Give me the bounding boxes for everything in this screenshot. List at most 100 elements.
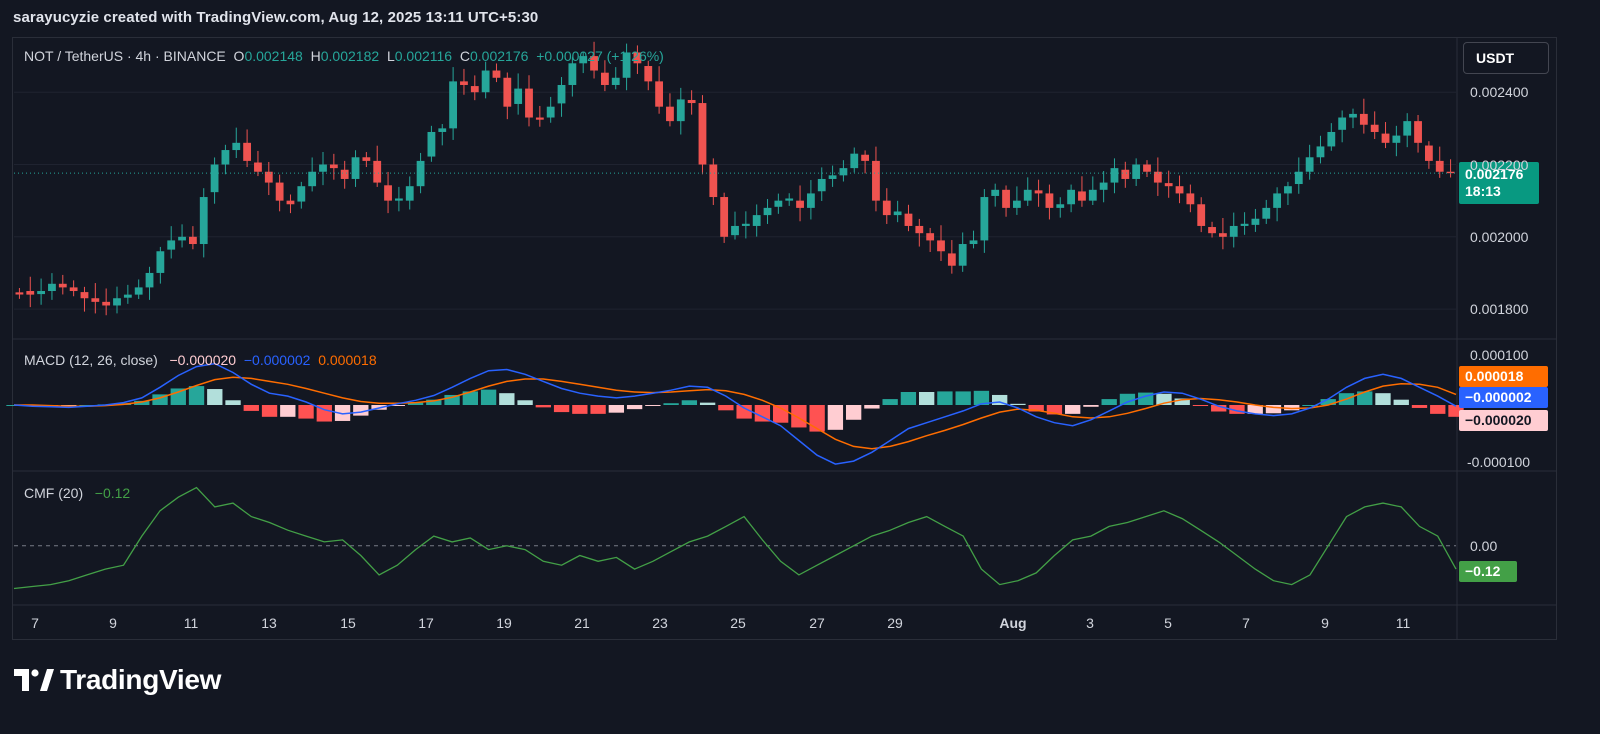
macd-histogram-bar (572, 405, 588, 414)
date-tick-label: 13 (261, 615, 277, 631)
candle-up (481, 70, 490, 93)
candle-down (26, 291, 35, 295)
candle-up (449, 81, 458, 129)
candle-down (1446, 171, 1455, 174)
candle-up (806, 193, 815, 208)
candle-down (58, 283, 67, 288)
candle-up (1284, 186, 1292, 194)
attribution-text: sarayucyzie created with TradingView.com… (13, 9, 539, 26)
candle-up (676, 99, 685, 122)
candle-up (308, 171, 317, 187)
macd-histogram-bar (645, 405, 661, 406)
price-tick-label: 0.002200 (1470, 156, 1529, 173)
candle-up (980, 197, 989, 241)
candle-down (254, 162, 262, 172)
date-tick-label: 17 (418, 615, 434, 631)
high-key: H (310, 48, 321, 64)
candle-up (579, 56, 588, 64)
macd-histogram-bar (1065, 405, 1081, 414)
macd-histogram-bar (280, 405, 296, 417)
logo-text: TradingView (60, 664, 222, 695)
candle-down (709, 164, 718, 198)
tradingview-logo[interactable]: TradingView (14, 664, 221, 696)
macd-histogram-bar (480, 389, 497, 405)
candle-up (557, 84, 566, 104)
candle-up (232, 142, 241, 151)
cmf-value: −0.12 (94, 485, 131, 501)
macd-histogram-bar (1192, 405, 1209, 406)
candle-up (611, 77, 620, 85)
candle-down (1381, 133, 1390, 143)
last-price-tag: 0.002176 18:13 (1459, 162, 1539, 205)
candle-down (1370, 124, 1379, 132)
candle-up (1316, 146, 1325, 158)
cmf-title[interactable]: CMF (20) (24, 485, 84, 501)
low-value: 0.002116 (394, 48, 453, 64)
candle-up (622, 52, 631, 78)
last-price-value: 0.002176 (1465, 166, 1524, 183)
candle-up (1338, 117, 1347, 130)
candle-up (1099, 182, 1108, 190)
candle-up (1240, 223, 1249, 226)
candle-down (655, 81, 664, 107)
macd-histogram-bar (1430, 405, 1446, 414)
candle-up (839, 168, 848, 176)
macd-histogram-bar (809, 405, 825, 432)
macd-histogram-bar (1046, 405, 1063, 415)
candle-down (1359, 113, 1368, 125)
cmf-tag: −0.12 (1459, 561, 1517, 582)
candle-up (763, 207, 772, 216)
candle-up (1067, 189, 1076, 205)
candle-down (1143, 164, 1151, 172)
macd-histogram-bar (736, 405, 752, 419)
candle-down (590, 56, 598, 71)
macd-hist-value: −0.000020 (169, 352, 237, 368)
macd-title[interactable]: MACD (12, 26, close) (24, 352, 158, 368)
bar-countdown: 18:13 (1465, 183, 1501, 200)
candle-up (828, 175, 837, 179)
candle-up (145, 272, 154, 288)
candle-down (384, 185, 392, 201)
candle-up (178, 236, 186, 241)
candle-down (470, 86, 479, 93)
currency-button[interactable]: USDT (1463, 42, 1549, 74)
macd-histogram-bar (553, 405, 570, 413)
macd-histogram-bar (152, 394, 168, 405)
candle-down (15, 292, 24, 295)
candle-up (546, 106, 555, 118)
candle-up (731, 225, 739, 236)
candle-down (362, 157, 371, 161)
date-tick-label: 3 (1086, 615, 1094, 631)
date-tick-label: 19 (496, 615, 512, 631)
candle-down (644, 66, 653, 82)
candle-up (1273, 193, 1282, 208)
macd-histogram-bar (590, 405, 606, 414)
candle-down (492, 70, 501, 78)
candle-down (340, 169, 349, 179)
macd-line-tag: −0.000002 (1459, 387, 1548, 408)
candle-down (882, 200, 891, 216)
tradingview-logo-icon (14, 669, 54, 691)
candle-up (1349, 113, 1357, 118)
candle-down (1186, 193, 1195, 205)
macd-histogram-bar (1211, 405, 1227, 412)
open-value: 0.002148 (244, 48, 303, 64)
candle-down (796, 200, 804, 208)
symbol-info[interactable]: NOT / TetherUS · 4h · BINANCE (24, 48, 226, 64)
macd-histogram-bar (334, 405, 351, 421)
candle-up (37, 291, 46, 295)
candle-up (1327, 131, 1336, 147)
macd-histogram-bar (1448, 405, 1464, 417)
candle-down (264, 171, 273, 183)
candle-up (1294, 171, 1303, 185)
candle-down (503, 77, 512, 107)
macd-histogram-bar (900, 392, 917, 405)
price-tick-label: 0.002000 (1470, 228, 1529, 245)
date-tick-label: 15 (340, 615, 356, 631)
candle-up (1262, 207, 1271, 219)
macd-histogram-bar (626, 405, 643, 410)
candle-up (893, 211, 902, 216)
candle-up (969, 240, 978, 245)
candle-down (286, 200, 295, 205)
